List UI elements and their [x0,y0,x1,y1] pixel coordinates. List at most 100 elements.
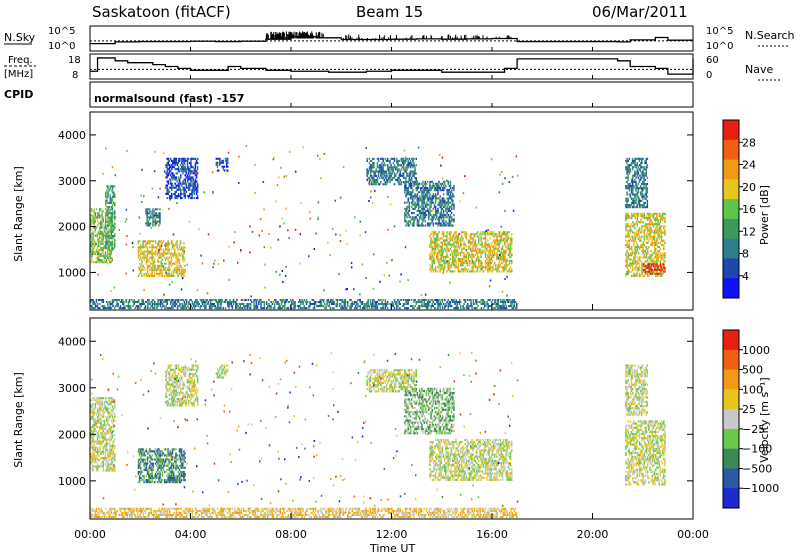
heatmap-cell [146,264,149,267]
heatmap-cell [184,170,186,173]
heatmap-cell [378,164,381,167]
heatmap-cell [407,189,409,192]
heatmap-cell [449,266,452,269]
heatmap-cell [478,260,480,263]
heatmap-cell [503,237,505,240]
heatmap-cell [161,305,164,308]
heatmap-cell [169,186,172,189]
heatmap-cell [191,188,193,191]
heatmap-cell [148,240,150,243]
heatmap-cell [112,201,115,204]
heatmap-cell [490,270,492,273]
heatmap-cell [160,246,162,249]
heatmap-cell [212,299,214,301]
heatmap-cell [496,255,498,258]
heatmap-cell [437,237,439,240]
heatmap-cell [504,251,506,254]
heatmap-cell [446,253,448,256]
heatmap-cell [660,217,663,220]
heatmap-cell [636,206,638,209]
heatmap-cell [185,299,188,301]
heatmap-cell [386,179,389,182]
heatmap-cell [499,264,502,267]
heatmap-cell [175,252,177,255]
heatmap-cell [154,307,156,310]
heatmap-cell [158,272,160,275]
heatmap-cell [431,303,433,305]
heatmap-cell [492,239,495,242]
heatmap-cell [105,204,107,207]
heatmap-cell [97,249,100,251]
heatmap-cell [174,305,176,308]
heatmap-cell [184,188,186,191]
heatmap-cell [140,268,142,271]
heatmap-cell [444,205,446,208]
heatmap-cell [166,256,168,259]
heatmap-cell [461,262,463,265]
heatmap-cell [327,301,329,303]
heatmap-cell [413,220,415,223]
heatmap-cell [91,208,93,211]
heatmap-cell [479,247,481,250]
heatmap-cell [637,237,640,240]
heatmap-cell [175,186,177,189]
heatmap-cell [650,272,653,275]
heatmap-cell [424,195,427,198]
heatmap-cell [644,268,647,271]
heatmap-cell [431,197,433,200]
heatmap-cell [284,307,286,310]
heatmap-cell [626,266,628,269]
heatmap-cell [434,237,437,240]
heatmap-cell [178,178,181,181]
heatmap-cell [476,258,479,261]
heatmap-cell [662,269,664,271]
heatmap-cell [154,305,156,308]
heatmap-cell [126,305,128,308]
heatmap-cell [640,221,642,224]
heatmap-cell [410,195,413,198]
heatmap-cell [446,222,448,225]
heatmap-cell [661,252,664,255]
heatmap-cell [112,195,115,198]
heatmap-cell [161,264,164,267]
heatmap-cell [434,218,437,221]
heatmap-cell [643,204,645,207]
heatmap-cell [146,270,149,273]
heatmap-cell [424,180,427,183]
heatmap-cell [638,248,641,251]
heatmap-cell [638,164,641,167]
heatmap-cell [92,242,94,245]
heatmap-cell [487,268,489,271]
heatmap-cell [508,262,511,265]
heatmap-cell [490,262,492,265]
heatmap-cell [654,263,656,266]
heatmap-cell [432,207,435,210]
heatmap-cell [642,195,644,198]
heatmap-cell [634,274,636,277]
heatmap-cell [215,163,218,166]
heatmap-cell [192,172,194,175]
heatmap-cell [288,301,291,303]
heatmap-cell [284,303,286,305]
heatmap-cell [434,233,437,236]
heatmap-cell [445,220,447,223]
heatmap-cell [360,303,363,305]
heatmap-cell [449,191,452,194]
heatmap-cell [503,266,505,269]
heatmap-cell [641,159,643,162]
heatmap-cell [107,307,109,310]
heatmap-cell [382,168,384,171]
heatmap-cell [180,182,182,185]
heatmap-cell [451,258,454,261]
heatmap-cell [146,214,148,217]
heatmap-cell [400,299,403,301]
heatmap-cell [150,240,152,243]
heatmap-cell [454,260,456,263]
heatmap-cell [436,235,438,238]
heatmap-cell [404,220,406,223]
heatmap-cell [416,220,419,223]
heatmap-cell [430,201,432,204]
heatmap-cell [91,244,93,247]
heatmap-cell [413,172,415,175]
heatmap-cell [376,179,379,182]
